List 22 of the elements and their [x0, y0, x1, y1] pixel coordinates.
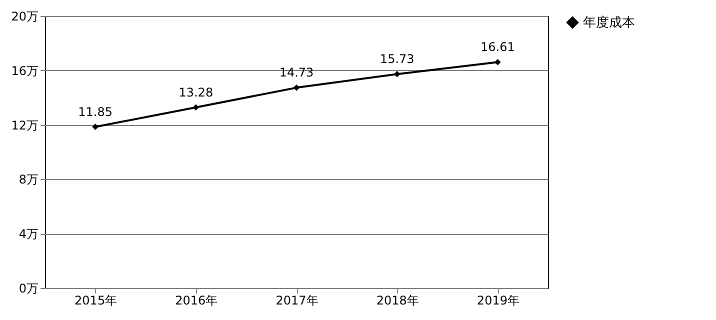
x-tick-label: 2018年: [376, 294, 419, 308]
y-tick-label: 20万: [11, 10, 38, 24]
data-label: 15.73: [380, 52, 414, 66]
point: [92, 124, 98, 130]
point: [494, 58, 501, 66]
x-tick-label: 2015年: [74, 294, 118, 308]
y-tick-label: 0万: [18, 282, 38, 296]
y-tick-label: 4万: [18, 227, 38, 242]
y-tick-label: 16万: [11, 64, 38, 78]
data-label: 16.61: [480, 40, 515, 54]
data-label: 11.85: [78, 104, 112, 119]
x-tick-label: 2017年: [276, 294, 318, 308]
data-label: 14.73: [279, 66, 314, 80]
point: [192, 104, 200, 111]
x-tick-label: 2016年: [175, 294, 218, 308]
y-tick-label: 8万: [18, 172, 38, 187]
point: [293, 84, 300, 91]
data-label: 13.28: [178, 85, 214, 100]
point: [394, 70, 400, 78]
legend-label: 年度成本: [583, 14, 635, 30]
y-tick-label: 12万: [11, 118, 38, 132]
x-tick-label: 2019年: [476, 294, 520, 308]
